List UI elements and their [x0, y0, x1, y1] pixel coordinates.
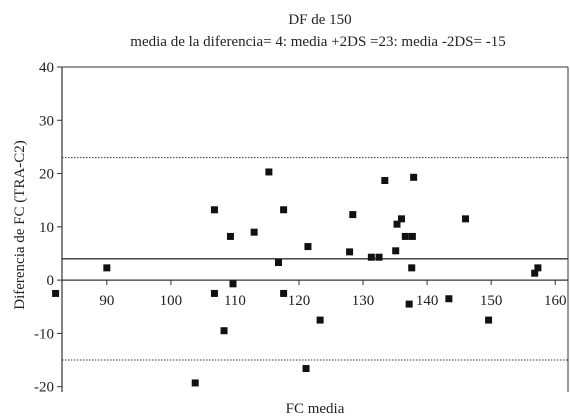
data-point: [405, 300, 413, 308]
data-point: [52, 289, 60, 297]
y-tick-label: -10: [34, 326, 54, 342]
data-point: [274, 259, 282, 267]
data-point: [346, 248, 354, 256]
data-point: [393, 220, 401, 228]
data-point: [280, 206, 288, 214]
data-point: [531, 269, 539, 277]
data-point: [367, 253, 375, 261]
data-point: [408, 232, 416, 240]
data-point: [485, 316, 493, 324]
plot-area: -20 -10 0 10 20 30 40 90 100 110 120 130 140 150 160: [34, 60, 569, 396]
data-point: [280, 289, 288, 297]
data-point: [226, 232, 234, 240]
data-point: [229, 280, 237, 288]
data-point: [210, 289, 218, 297]
data-point: [408, 264, 416, 272]
data-point: [265, 168, 273, 176]
data-point: [445, 295, 453, 303]
y-tick-label: 10: [39, 220, 54, 236]
data-point: [349, 211, 357, 219]
data-point: [103, 264, 111, 272]
x-tick-label: 100: [160, 293, 183, 309]
data-point: [462, 215, 470, 223]
data-point: [191, 379, 199, 387]
data-point: [210, 206, 218, 214]
data-point: [401, 232, 409, 240]
y-axis-label: Diferencia de FC (TRA-C2): [12, 140, 28, 310]
chart-title: DF de 150: [288, 12, 351, 28]
y-tick-label: 20: [39, 167, 54, 183]
x-tick-label: 140: [416, 293, 439, 309]
x-tick-label: 130: [352, 293, 375, 309]
x-tick-label: 90: [99, 293, 114, 309]
data-point: [410, 173, 418, 181]
y-tick-label: 0: [47, 273, 55, 289]
data-point: [534, 264, 542, 272]
x-axis-label: FC media: [286, 401, 345, 417]
y-tick-label: 40: [39, 60, 54, 76]
data-point: [220, 327, 228, 335]
data-point: [375, 253, 383, 261]
x-tick-label: 160: [544, 293, 567, 309]
data-point: [302, 365, 310, 373]
data-point: [316, 316, 324, 324]
data-point: [304, 243, 312, 251]
x-tick-label: 110: [224, 293, 246, 309]
data-point: [397, 215, 405, 223]
data-point: [392, 247, 400, 255]
x-tick-label: 150: [480, 293, 503, 309]
data-point: [250, 228, 258, 236]
y-tick-label: 30: [39, 113, 54, 129]
chart-subtitle: media de la diferencia= 4: media +2DS =2…: [130, 34, 505, 50]
x-tick-label: 120: [288, 293, 311, 309]
y-tick-label: -20: [34, 380, 54, 396]
data-point: [381, 176, 389, 184]
